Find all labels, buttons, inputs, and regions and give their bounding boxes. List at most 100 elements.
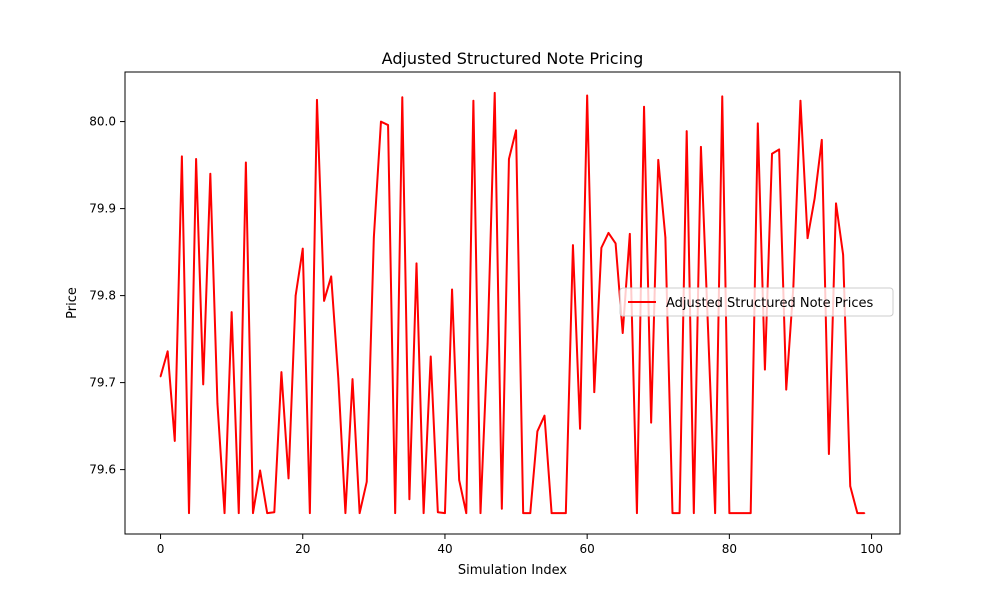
data-point <box>166 350 169 353</box>
data-point <box>422 512 425 514</box>
data-point <box>173 440 176 442</box>
data-point <box>515 129 517 132</box>
data-point <box>629 233 631 235</box>
data-point <box>230 311 233 313</box>
data-point <box>287 477 290 480</box>
data-point <box>799 99 802 102</box>
x-tick-label: 0 <box>157 542 165 556</box>
data-point <box>245 161 247 164</box>
data-point <box>579 427 581 430</box>
data-point <box>792 286 795 288</box>
y-axis-label: Price <box>65 287 80 319</box>
chart-title: Adjusted Structured Note Pricing <box>382 49 644 68</box>
x-tick-label: 60 <box>580 542 595 556</box>
data-point <box>458 479 460 481</box>
data-point <box>451 288 453 291</box>
data-point <box>728 512 731 514</box>
plot-series <box>159 91 866 515</box>
data-point <box>820 139 823 141</box>
data-point <box>714 512 716 514</box>
data-point <box>429 355 432 358</box>
data-point <box>365 481 368 483</box>
data-point <box>842 253 844 256</box>
data-point <box>508 158 510 160</box>
data-point <box>835 202 837 205</box>
legend-box <box>619 287 894 317</box>
data-point <box>444 512 446 514</box>
data-point <box>664 236 667 239</box>
y-tick-label: 79.9 <box>89 202 116 216</box>
data-point <box>501 507 503 510</box>
plot-frame <box>124 71 901 535</box>
data-point <box>565 512 567 514</box>
data-point <box>316 99 318 101</box>
data-point <box>607 232 610 234</box>
data-point <box>401 96 404 99</box>
data-point <box>486 342 489 345</box>
data-point <box>280 371 283 373</box>
data-point <box>465 512 468 514</box>
x-axis-ticks: 0 20 40 60 80 100 <box>157 534 883 556</box>
data-point <box>301 247 304 250</box>
data-point <box>856 512 859 514</box>
data-point <box>472 99 475 102</box>
data-point <box>657 159 660 161</box>
data-point <box>408 498 411 501</box>
data-point <box>216 402 219 405</box>
data-point <box>394 512 396 514</box>
data-point <box>323 300 325 302</box>
data-point <box>202 383 205 386</box>
data-point <box>437 511 439 514</box>
data-point <box>380 120 382 123</box>
x-tick-label: 20 <box>295 542 310 556</box>
x-axis-label: Simulation Index <box>458 563 567 578</box>
data-point <box>358 512 361 514</box>
data-point <box>572 244 574 246</box>
y-tick-label: 79.7 <box>89 376 116 390</box>
data-point <box>330 275 332 278</box>
data-point <box>806 237 809 239</box>
y-tick-label: 79.8 <box>89 289 116 303</box>
data-point <box>813 197 816 199</box>
data-point <box>557 512 560 514</box>
data-point <box>195 158 197 160</box>
data-point <box>237 512 240 514</box>
data-point <box>593 391 596 393</box>
data-point <box>536 430 539 433</box>
y-tick-label: 80.0 <box>89 115 116 129</box>
data-point <box>614 242 617 245</box>
y-tick-label: 79.6 <box>89 463 116 477</box>
series-line-0 <box>159 91 865 515</box>
data-point <box>209 173 212 175</box>
data-point <box>757 122 759 125</box>
data-point <box>266 512 269 514</box>
data-point <box>373 236 375 239</box>
data-point <box>849 485 852 487</box>
data-point <box>550 512 553 514</box>
data-point <box>863 512 866 514</box>
data-point <box>387 124 389 126</box>
data-point <box>479 512 482 514</box>
data-point <box>693 512 695 514</box>
data-point <box>493 92 496 94</box>
data-point <box>351 378 354 380</box>
data-point <box>621 332 624 334</box>
data-point <box>636 512 638 514</box>
data-point <box>309 512 311 514</box>
data-point <box>721 95 724 98</box>
data-point <box>678 512 681 514</box>
data-point <box>771 152 773 155</box>
data-point <box>181 155 183 158</box>
data-point <box>159 375 162 378</box>
x-tick-label: 100 <box>860 542 883 556</box>
data-point <box>252 512 254 514</box>
data-point <box>749 512 752 514</box>
data-point <box>828 453 830 455</box>
data-point <box>415 262 418 265</box>
data-point <box>337 377 340 380</box>
data-point <box>188 512 190 514</box>
data-point <box>778 148 780 151</box>
y-axis-ticks: 79.6 79.7 79.8 79.9 80.0 <box>89 115 125 477</box>
data-point <box>643 106 645 108</box>
data-point <box>671 512 674 514</box>
